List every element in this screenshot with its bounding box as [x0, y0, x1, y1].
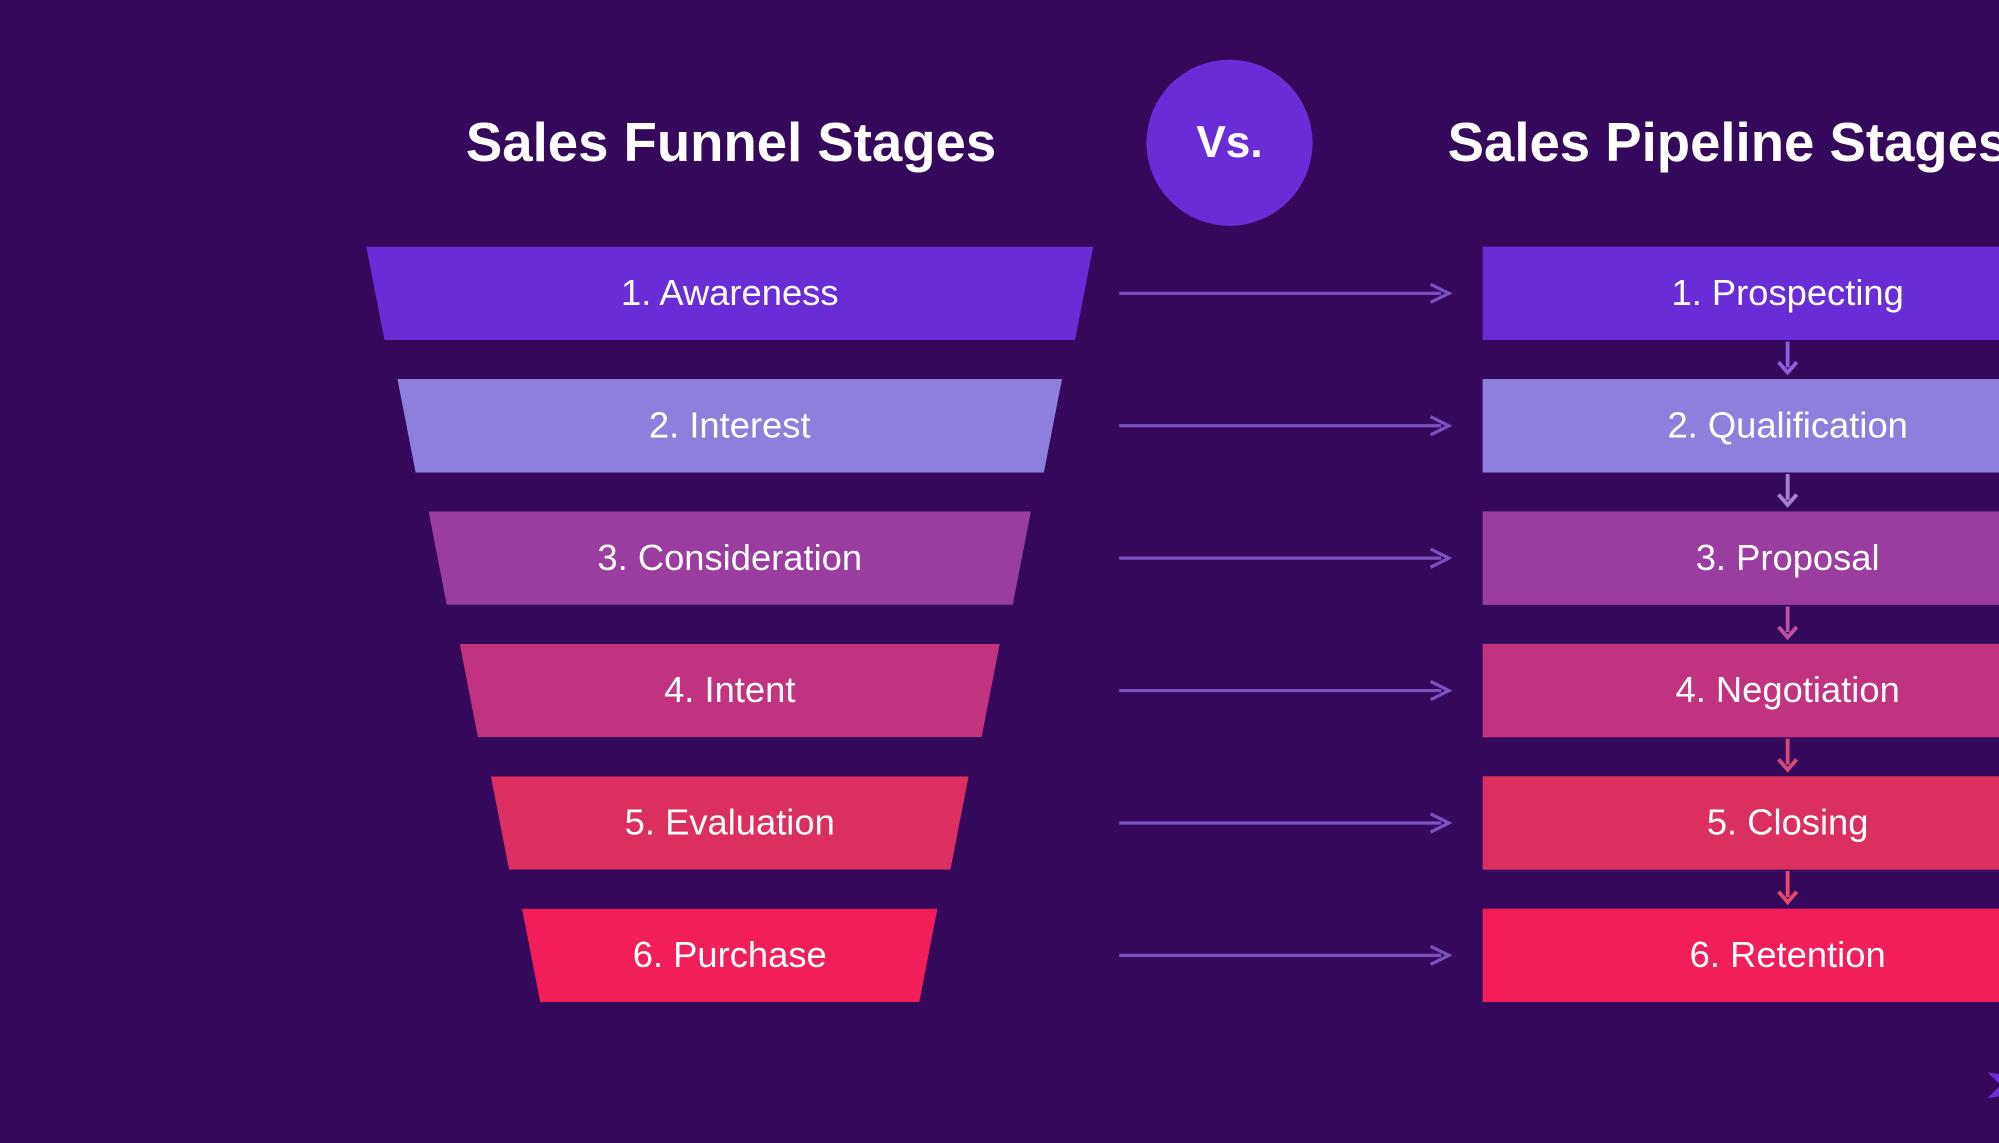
pipeline-stage: 3. Proposal — [1482, 511, 1999, 604]
right-title: Sales Pipeline Stages — [1364, 112, 1999, 174]
funnel-stage: 3. Consideration — [428, 511, 1030, 604]
vs-label: Vs. — [1196, 117, 1262, 168]
pipeline-stage-label: 3. Proposal — [1695, 537, 1879, 579]
pipeline-stage-label: 5. Closing — [1706, 802, 1868, 844]
funnel-stage-label: 2. Interest — [648, 405, 810, 447]
funnel-stage: 1. Awareness — [366, 247, 1093, 340]
funnel-stage-label: 3. Consideration — [597, 537, 862, 579]
brand-logo: GONG — [1985, 1059, 1999, 1111]
horizontal-arrow-icon — [1119, 379, 1456, 472]
down-arrow-icon — [1774, 340, 1800, 379]
vs-badge: Vs. — [1146, 60, 1312, 226]
pipeline-column: 1. Prospecting 2. Qualification 3. Proposa… — [1482, 247, 1999, 1002]
diagram-columns: 1. Awareness 2. Interest 3. Consideration 4… — [230, 247, 1999, 1002]
funnel-stage-label: 4. Intent — [664, 670, 795, 712]
starburst-icon — [1985, 1059, 1999, 1111]
pipeline-stage: 2. Qualification — [1482, 379, 1999, 472]
funnel-column: 1. Awareness 2. Interest 3. Consideration 4… — [366, 247, 1093, 1002]
down-arrow-icon — [1774, 737, 1800, 776]
pipeline-stage-label: 4. Negotiation — [1675, 670, 1899, 712]
funnel-stage: 2. Interest — [397, 379, 1062, 472]
funnel-stage-label: 5. Evaluation — [624, 802, 834, 844]
horizontal-arrow-icon — [1119, 644, 1456, 737]
horizontal-arrow-icon — [1119, 247, 1456, 340]
down-arrow-icon — [1774, 472, 1800, 511]
funnel-stage: 5. Evaluation — [490, 776, 968, 869]
pipeline-stage-label: 6. Retention — [1689, 935, 1885, 977]
header-row: Sales Funnel Stages Vs. Sales Pipeline S… — [230, 60, 1999, 226]
horizontal-arrows-column — [1093, 247, 1482, 1002]
funnel-stage-label: 6. Purchase — [632, 935, 826, 977]
funnel-stage: 6. Purchase — [522, 909, 937, 1002]
funnel-stage-label: 1. Awareness — [620, 273, 838, 315]
down-arrow-icon — [1774, 870, 1800, 909]
down-arrow-icon — [1774, 605, 1800, 644]
pipeline-stage-label: 1. Prospecting — [1671, 273, 1903, 315]
funnel-stage: 4. Intent — [459, 644, 999, 737]
horizontal-arrow-icon — [1119, 776, 1456, 869]
pipeline-stage: 6. Retention — [1482, 909, 1999, 1002]
left-title: Sales Funnel Stages — [367, 112, 1094, 174]
horizontal-arrow-icon — [1119, 909, 1456, 1002]
pipeline-stage-label: 2. Qualification — [1667, 405, 1907, 447]
pipeline-stage: 1. Prospecting — [1482, 247, 1999, 340]
horizontal-arrow-icon — [1119, 511, 1456, 604]
pipeline-stage: 4. Negotiation — [1482, 644, 1999, 737]
pipeline-stage: 5. Closing — [1482, 776, 1999, 869]
